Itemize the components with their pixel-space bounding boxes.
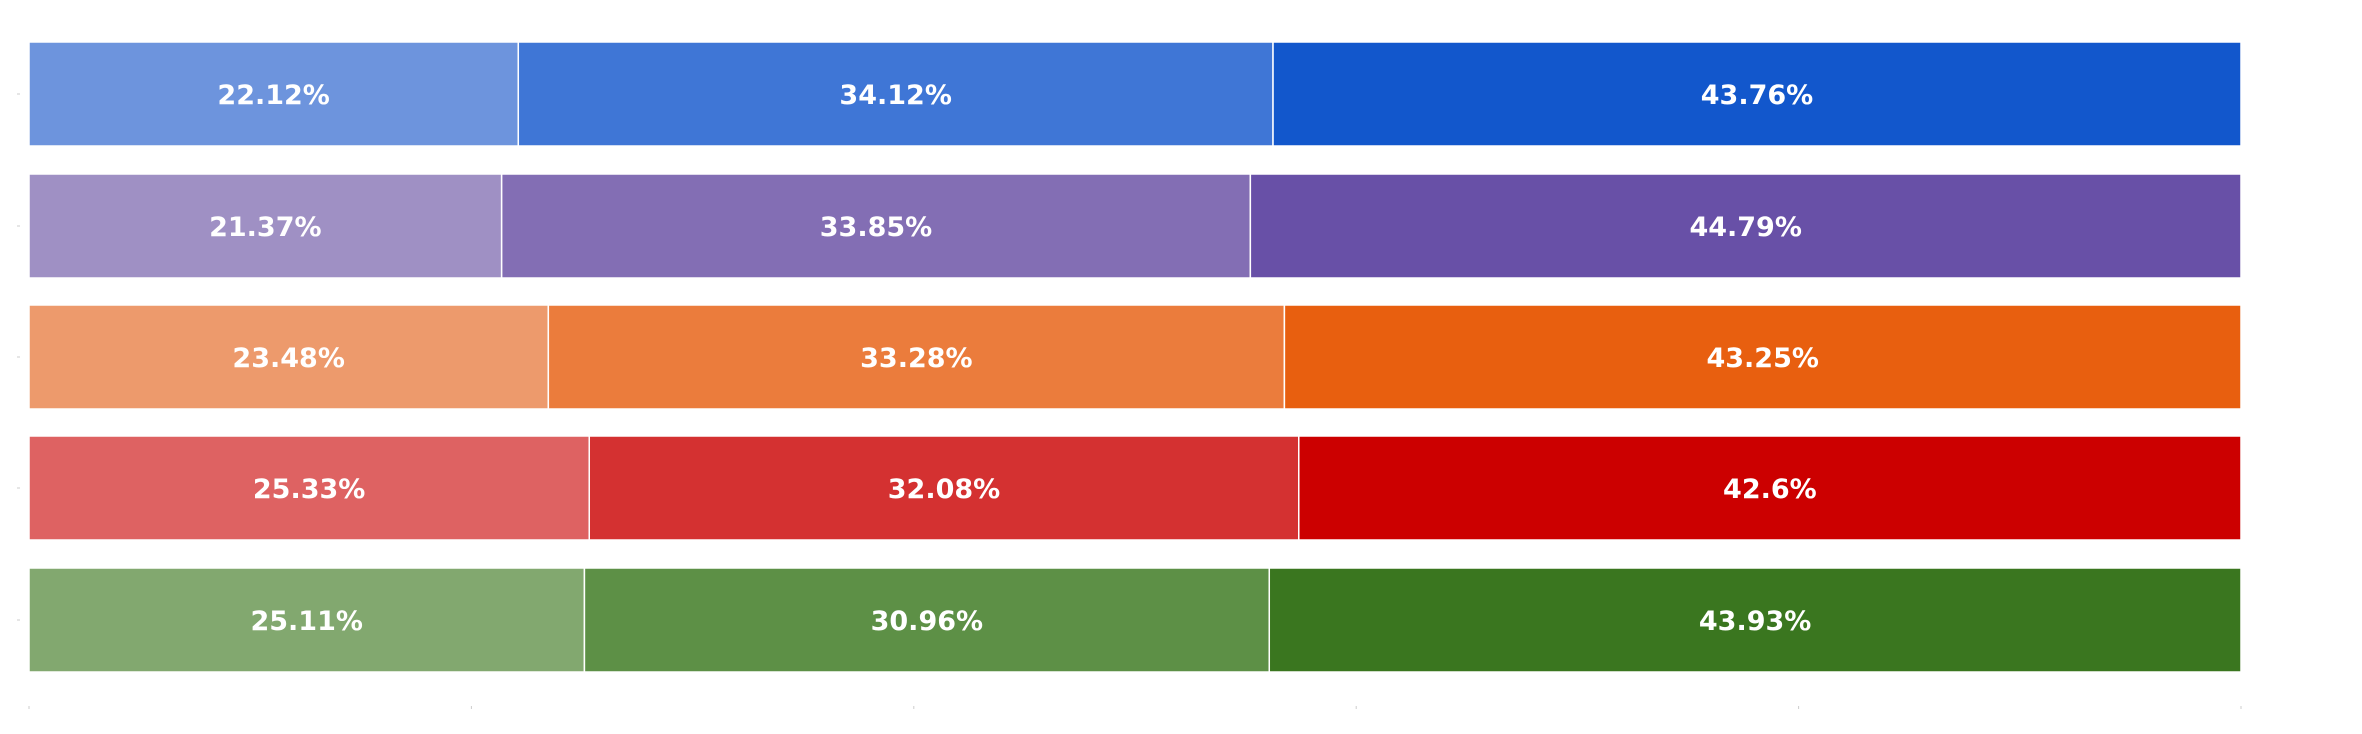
- bar-segment-row1-seg3: [1272, 41, 2242, 147]
- data-label-row3-seg2: 33.28%: [860, 343, 972, 374]
- bar-segment-row2-seg1: [28, 173, 503, 279]
- bar-segment-row4-seg1: [28, 435, 590, 541]
- data-label-row1-seg1: 22.12%: [217, 80, 329, 111]
- data-label-row1-seg2: 34.12%: [839, 80, 951, 111]
- labels-layer: 22.12% 34.12% 43.76% 21.37% 33.85% 44.79% 23.4…: [209, 80, 1819, 637]
- data-label-row5-seg1: 25.11%: [250, 606, 362, 637]
- data-label-row4-seg2: 32.08%: [888, 474, 1000, 505]
- bar-segment-row5-seg2: [583, 567, 1271, 673]
- bar-segment-row4-seg3: [1298, 435, 2242, 541]
- bar-segment-row3-seg1: [28, 304, 550, 410]
- bar-segment-row3-seg3: [1283, 304, 2242, 410]
- data-label-row3-seg3: 43.25%: [1706, 343, 1818, 374]
- bar-segment-row2-seg2: [500, 173, 1252, 279]
- bar-segment-row5-seg1: [28, 567, 586, 673]
- ticks-layer: [17, 93, 2242, 709]
- bar-segment-row5-seg3: [1268, 567, 2242, 673]
- data-label-row3-seg1: 23.48%: [232, 343, 344, 374]
- bar-segment-row2-seg3: [1249, 173, 2242, 279]
- data-label-row4-seg3: 42.6%: [1723, 474, 1817, 505]
- data-label-row2-seg2: 33.85%: [820, 212, 932, 243]
- bar-segment-row1-seg1: [28, 41, 520, 147]
- bar-segment-row1-seg2: [517, 41, 1274, 147]
- data-label-row2-seg1: 21.37%: [209, 212, 321, 243]
- data-label-row5-seg2: 30.96%: [871, 606, 983, 637]
- data-label-row5-seg3: 43.93%: [1699, 606, 1811, 637]
- bar-segment-row3-seg2: [547, 304, 1286, 410]
- data-label-row4-seg1: 25.33%: [253, 474, 365, 505]
- data-label-row1-seg3: 43.76%: [1701, 80, 1813, 111]
- data-label-row2-seg3: 44.79%: [1689, 212, 1801, 243]
- bars-layer: [28, 41, 2242, 673]
